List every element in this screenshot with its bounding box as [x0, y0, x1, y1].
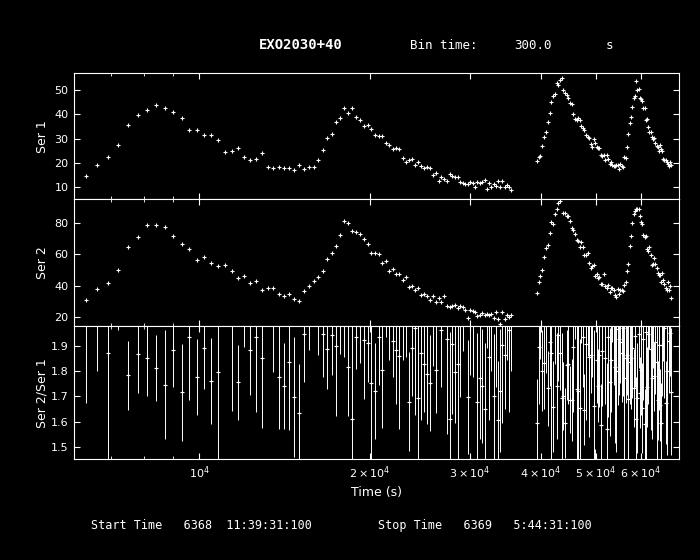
Text: Bin time:: Bin time:	[410, 39, 477, 52]
X-axis label: Time (s): Time (s)	[351, 486, 402, 499]
Y-axis label: Ser 1: Ser 1	[36, 120, 49, 152]
Text: EXO2030+40: EXO2030+40	[259, 38, 343, 52]
Text: Stop Time   6369   5:44:31:100: Stop Time 6369 5:44:31:100	[378, 519, 592, 532]
Y-axis label: Ser 2/Ser 1: Ser 2/Ser 1	[35, 358, 48, 428]
Text: Start Time   6368  11:39:31:100: Start Time 6368 11:39:31:100	[91, 519, 312, 532]
Y-axis label: Ser 2: Ser 2	[36, 246, 49, 279]
Text: s: s	[606, 39, 613, 52]
Text: 300.0: 300.0	[514, 39, 552, 52]
